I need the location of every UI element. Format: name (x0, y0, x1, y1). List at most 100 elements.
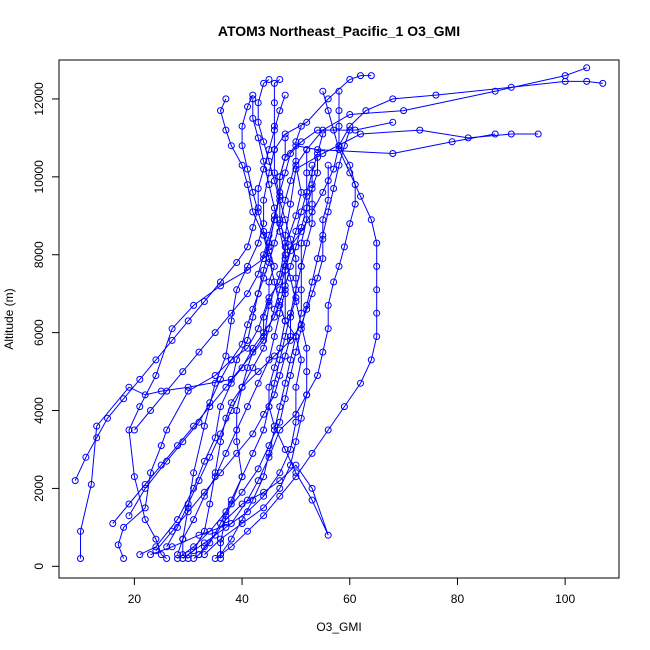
data-point (308, 484, 316, 492)
data-point (184, 508, 192, 516)
data-point (206, 453, 214, 461)
data-point (507, 130, 515, 138)
data-point (254, 134, 262, 142)
data-point (292, 383, 300, 391)
data-point (254, 290, 262, 298)
series-15 (152, 76, 300, 555)
data-point (491, 87, 499, 95)
data-point (319, 255, 327, 263)
data-point (233, 286, 241, 294)
data-point (260, 313, 268, 321)
data-point (217, 535, 224, 543)
data-point (152, 535, 160, 543)
data-point (270, 364, 278, 372)
data-point (120, 523, 128, 531)
x-tick-label: 100 (555, 592, 575, 606)
data-point (163, 555, 171, 562)
series-1 (77, 64, 591, 562)
data-point (303, 239, 311, 247)
data-point (432, 91, 440, 99)
y-tick-label: 0 (32, 563, 46, 570)
series-line (204, 98, 308, 555)
data-point (599, 79, 607, 87)
data-point (346, 122, 354, 130)
data-point (287, 461, 294, 469)
x-tick-label: 20 (128, 592, 142, 606)
data-point (157, 551, 165, 559)
data-point (276, 403, 284, 411)
data-point (195, 551, 203, 559)
data-point (260, 231, 268, 239)
data-point (174, 551, 181, 559)
series-9 (147, 87, 359, 559)
data-point (217, 403, 224, 411)
series-line (220, 94, 275, 559)
data-point (222, 95, 230, 103)
data-point (217, 107, 224, 115)
data-point (125, 500, 133, 508)
data-point (373, 239, 381, 247)
data-point (238, 473, 246, 481)
x-tick-label: 60 (343, 592, 357, 606)
data-point (308, 161, 316, 169)
data-point (265, 449, 273, 457)
data-point (227, 317, 235, 325)
data-point (340, 142, 348, 150)
data-point (260, 251, 268, 259)
data-point (276, 192, 284, 200)
data-point (319, 216, 327, 224)
data-point (373, 309, 381, 317)
data-point (238, 122, 246, 130)
data-point (206, 500, 214, 508)
data-point (120, 395, 128, 403)
x-tick-label: 80 (451, 592, 465, 606)
data-point (324, 208, 332, 216)
data-point (276, 270, 284, 278)
data-point (281, 196, 289, 204)
data-point (367, 72, 375, 80)
data-point (184, 555, 192, 562)
data-point (179, 551, 187, 559)
data-point (179, 535, 187, 543)
data-point (141, 391, 149, 399)
data-point (260, 473, 268, 481)
data-point (200, 539, 208, 547)
data-point (260, 138, 268, 146)
data-point (254, 368, 262, 376)
data-point (314, 255, 321, 263)
series-line (150, 91, 356, 556)
data-point (265, 278, 273, 286)
data-point (389, 118, 397, 126)
y-axis-label: Altitude (m) (2, 288, 16, 349)
data-point (346, 220, 354, 228)
data-point (303, 146, 311, 154)
data-point (319, 231, 327, 239)
data-point (244, 321, 251, 329)
data-point (287, 446, 294, 453)
data-point (297, 286, 305, 294)
data-point (200, 457, 208, 465)
y-tick-label: 8000 (32, 241, 46, 268)
data-point (200, 543, 208, 551)
data-point (125, 426, 133, 434)
data-point (287, 177, 294, 185)
data-point (270, 262, 278, 270)
data-point (292, 461, 300, 469)
data-point (265, 259, 273, 266)
data-point (357, 192, 364, 200)
data-point (314, 169, 321, 177)
data-point (260, 329, 268, 337)
data-point (270, 122, 278, 130)
data-point (249, 91, 257, 99)
data-point (583, 64, 591, 72)
data-point (319, 188, 327, 196)
data-point (168, 336, 176, 344)
y-tick-label: 4000 (32, 397, 46, 424)
data-point (335, 262, 343, 270)
y-axis: 0 2000 4000 6000 8000 10000 12000 (32, 82, 60, 570)
data-point (157, 461, 165, 469)
data-point (190, 422, 198, 430)
data-point (254, 465, 262, 473)
data-point (244, 103, 251, 111)
